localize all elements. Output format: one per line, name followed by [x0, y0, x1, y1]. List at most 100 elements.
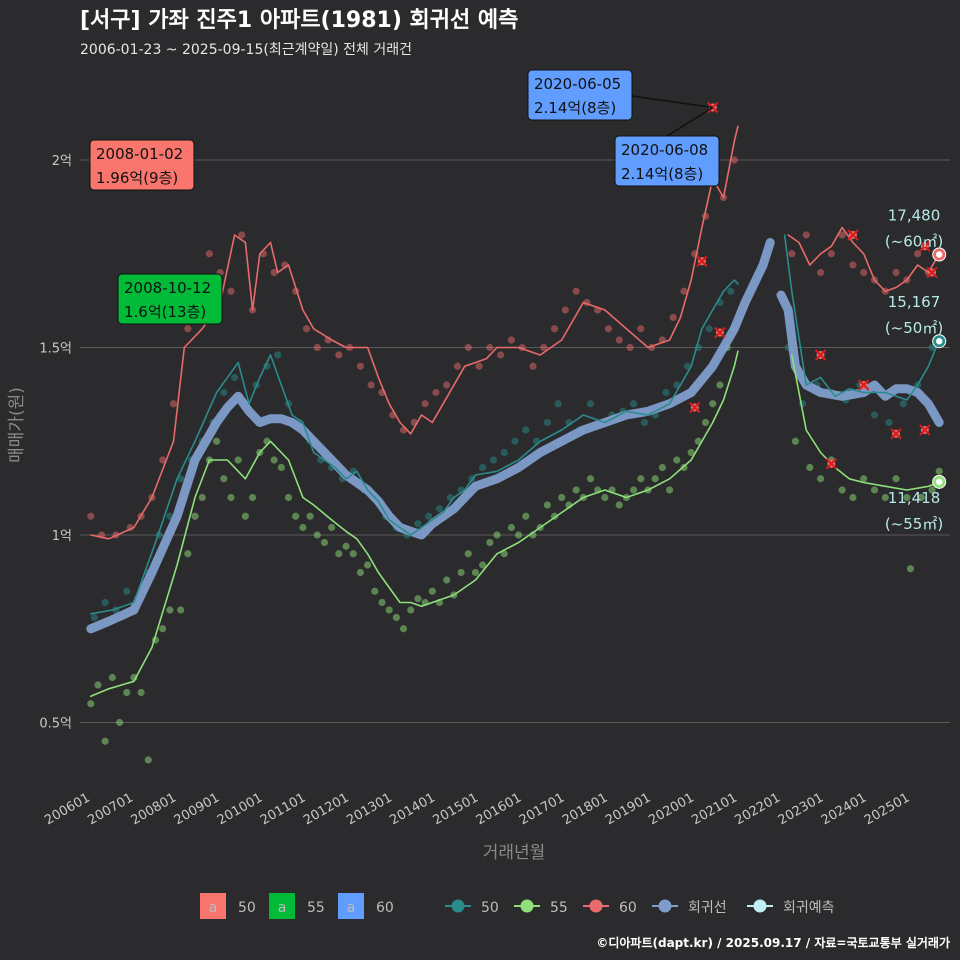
- annotation-box: [89, 139, 195, 191]
- prediction-value-60: 17,480: [888, 207, 941, 225]
- scatter-point-55: [486, 538, 494, 547]
- series-line-60: [90, 125, 739, 540]
- scatter-point-55: [838, 486, 846, 494]
- prediction-value-55: 11,418: [888, 489, 941, 507]
- line-layer: [86, 125, 944, 698]
- legend-box-letter: a: [278, 900, 287, 916]
- scatter-point-60: [87, 512, 95, 520]
- legend-line-label-회귀예측: 회귀예측: [783, 900, 835, 916]
- chart-title: [서구] 가좌 진주1 아파트(1981) 회귀선 예측: [80, 8, 518, 33]
- annotation-leader: [631, 95, 713, 109]
- scatter-point-55: [108, 673, 116, 682]
- scatter-point-50: [489, 456, 498, 464]
- scatter-point-55: [651, 475, 659, 483]
- highlight-mark: [858, 379, 870, 391]
- scatter-point-55: [928, 486, 936, 494]
- scatter-point-55: [320, 538, 329, 547]
- annotation-value: 2.14억(8층): [534, 99, 616, 117]
- scatter-point-55: [615, 501, 623, 509]
- scatter-point-60: [626, 343, 634, 352]
- legend-box-swatch-50: [200, 893, 226, 919]
- scatter-point-55: [349, 550, 357, 558]
- highlight-cross: [858, 379, 870, 391]
- legend-line-label-55: 55: [550, 900, 568, 916]
- scatter-point-55: [220, 475, 228, 483]
- scatter-point-60: [507, 336, 516, 344]
- scatter-point-55: [558, 493, 566, 502]
- prediction-point-core: [936, 338, 943, 345]
- scatter-point-60: [227, 287, 235, 295]
- scatter-point-50: [554, 400, 562, 408]
- scatter-point-60: [486, 343, 494, 352]
- scatter-point-50: [522, 426, 530, 434]
- legend-box-swatch-60: [338, 893, 364, 919]
- annotation-leader: [666, 106, 714, 137]
- legend-box-label-55: 55: [307, 900, 325, 916]
- scatter-point-60: [540, 343, 548, 352]
- scatter-point-55: [392, 613, 400, 622]
- scatter-point-55: [270, 456, 278, 464]
- prediction-point-core: [936, 251, 943, 258]
- y-tick-label: 2억: [52, 154, 72, 169]
- scatter-point-60: [892, 268, 900, 277]
- scatter-point-60: [497, 351, 505, 359]
- legend-line-dot: [589, 899, 603, 913]
- scatter-point-50: [220, 388, 228, 397]
- scatter-point-55: [849, 493, 857, 502]
- scatter-point-60: [838, 231, 846, 239]
- highlight-mark: [714, 326, 726, 339]
- scatter-point-60: [529, 362, 537, 370]
- scatter-point-55: [507, 523, 516, 532]
- scatter-point-60: [615, 336, 623, 344]
- highlight-cross: [696, 255, 708, 267]
- scatter-point-55: [673, 456, 681, 464]
- scatter-point-60: [432, 388, 440, 397]
- scatter-point-50: [727, 287, 735, 295]
- scatter-point-50: [899, 400, 907, 408]
- scatter-point-60: [730, 156, 738, 164]
- scatter-point-55: [177, 606, 185, 614]
- highlight-cross: [814, 349, 827, 361]
- scatter-point-60: [238, 231, 246, 239]
- scatter-point-60: [637, 325, 645, 333]
- highlight-mark: [926, 266, 938, 279]
- scatter-point-55: [227, 493, 235, 502]
- scatter-point-60: [184, 325, 192, 333]
- scatter-point-55: [385, 606, 393, 614]
- scatter-point-50: [500, 448, 508, 457]
- scatter-point-60: [356, 362, 365, 370]
- legend-box-swatch-55: [269, 893, 295, 919]
- scatter-point-55: [543, 501, 551, 509]
- scatter-point-55: [241, 512, 249, 520]
- scatter-point-55: [493, 531, 501, 539]
- scatter-point-50: [101, 598, 109, 607]
- scatter-point-60: [302, 325, 311, 333]
- scatter-point-50: [586, 400, 595, 408]
- scatter-point-55: [144, 756, 152, 764]
- series-line-50: [90, 279, 739, 615]
- scatter-point-60: [453, 362, 462, 370]
- scatter-point-55: [870, 486, 879, 494]
- legend-line-label-60: 60: [619, 900, 637, 916]
- scatter-point-60: [169, 400, 178, 408]
- scatter-point-55: [630, 486, 638, 494]
- scatter-point-55: [860, 475, 868, 483]
- scatter-point-60: [335, 351, 343, 359]
- scatter-point-55: [917, 493, 925, 502]
- mark-layer: 15,167 (~50㎡) 11,418 (~55㎡) 17,480 (~60㎡): [689, 101, 947, 533]
- scatter-point-55: [906, 565, 915, 573]
- scatter-point-55: [791, 437, 800, 445]
- highlight-cross: [847, 229, 859, 241]
- highlight-mark: [814, 349, 827, 361]
- scatter-point-60: [669, 313, 677, 322]
- scatter-point-60: [561, 306, 569, 314]
- scatter-point-55: [716, 381, 724, 389]
- scatter-point-55: [479, 561, 487, 569]
- highlight-mark: [919, 240, 931, 252]
- scatter-point-60: [572, 287, 580, 295]
- scatter-point-50: [511, 437, 519, 445]
- scatter-point-50: [435, 505, 444, 513]
- x-axis-label: 거래년월: [483, 843, 546, 863]
- scatter-point-55: [637, 475, 645, 483]
